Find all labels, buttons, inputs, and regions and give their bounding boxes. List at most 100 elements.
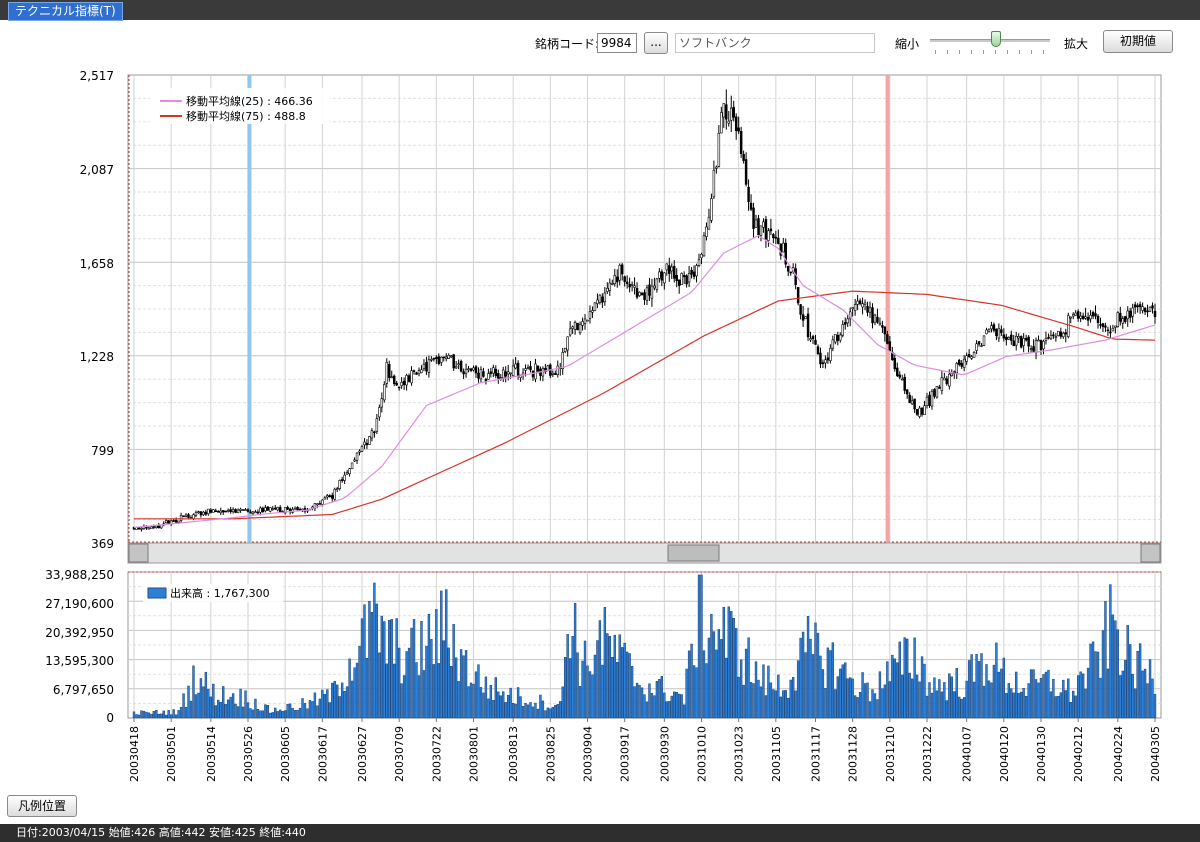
volume-bar — [1141, 670, 1144, 719]
volume-bar — [596, 640, 599, 719]
volume-bar — [529, 702, 532, 719]
volume-bar — [1106, 668, 1110, 719]
volume-bar — [655, 681, 659, 719]
candle — [1054, 333, 1058, 342]
volume-bar — [467, 686, 470, 719]
volume-bar — [288, 703, 292, 719]
volume-bar — [397, 647, 401, 719]
volume-bar — [945, 700, 949, 719]
volume-bar — [370, 611, 374, 719]
volume-bar — [472, 683, 475, 719]
scroll-thumb[interactable] — [667, 544, 720, 562]
candle — [732, 100, 735, 122]
x-tick-label: 20031010 — [695, 726, 708, 782]
volume-bar — [985, 664, 988, 719]
volume-bar — [970, 654, 973, 719]
legend-position-button[interactable]: 凡例位置 — [7, 795, 77, 817]
zoom-slider-track[interactable] — [930, 39, 1050, 42]
price-ytick: 799 — [91, 444, 114, 458]
volume-bar — [940, 691, 944, 719]
candle — [930, 389, 934, 410]
volume-bar — [586, 665, 589, 719]
volume-bar — [402, 675, 406, 719]
volume-bar — [212, 683, 215, 719]
x-tick-label: 20030514 — [205, 726, 218, 782]
volume-bar — [536, 708, 540, 719]
candle — [680, 272, 683, 286]
candle — [685, 274, 688, 288]
volume-bar — [794, 690, 797, 719]
volume-bar — [521, 706, 525, 719]
volume-bar — [484, 676, 488, 719]
candle — [710, 193, 713, 224]
volume-bar — [400, 683, 403, 719]
scroll-right-button[interactable] — [1140, 543, 1161, 563]
scroll-left-button[interactable] — [128, 543, 149, 563]
volume-bar — [509, 687, 512, 719]
volume-bar — [616, 661, 619, 719]
volume-bar — [568, 658, 572, 719]
candle — [796, 286, 800, 306]
candle — [417, 367, 421, 377]
horizontal-scrollbar[interactable] — [127, 542, 1162, 564]
volume-bar — [933, 677, 936, 719]
candle — [226, 508, 230, 513]
price-ytick: 1,658 — [80, 257, 114, 271]
volume-bar — [744, 648, 748, 719]
candle — [863, 299, 867, 311]
candle — [1124, 315, 1127, 324]
candle — [861, 297, 864, 315]
volume-bar — [383, 621, 386, 719]
volume-bar — [591, 674, 594, 719]
volume-bar — [923, 663, 926, 719]
candle — [846, 315, 849, 327]
stock-code-input[interactable]: 9984 — [597, 33, 637, 53]
volume-bar — [806, 615, 810, 719]
volume-bar — [405, 651, 408, 719]
volume-bar — [692, 665, 696, 719]
candle — [744, 152, 748, 187]
volume-bar — [323, 694, 327, 719]
volume-bar — [259, 710, 262, 719]
volume-bar — [363, 604, 366, 719]
candle — [1024, 334, 1028, 342]
reset-button[interactable]: 初期値 — [1103, 30, 1173, 53]
zoom-slider-thumb[interactable] — [991, 31, 1001, 47]
volume-bar — [816, 632, 820, 719]
volume-bar — [663, 692, 666, 719]
candle — [323, 496, 327, 500]
candle — [957, 358, 961, 367]
x-tick-label: 20030930 — [658, 726, 671, 782]
candle — [1022, 333, 1025, 353]
candle — [824, 355, 827, 369]
candle — [447, 353, 450, 359]
volume-bar — [905, 638, 909, 719]
candle — [1027, 335, 1030, 353]
x-tick-label: 20040224 — [1112, 726, 1125, 782]
volume-bar — [603, 607, 607, 719]
candle — [668, 257, 671, 282]
tab-technical-indicators[interactable]: テクニカル指標(T) — [8, 2, 123, 21]
volume-bar — [373, 582, 376, 719]
candle — [940, 370, 944, 395]
candle — [762, 218, 765, 233]
candle — [405, 373, 408, 391]
volume-bar — [898, 641, 901, 719]
candle — [625, 275, 629, 289]
candle — [1126, 306, 1129, 327]
candle — [1005, 333, 1008, 346]
volume-bar — [712, 631, 716, 719]
candle — [440, 356, 443, 367]
volume-bar — [152, 711, 156, 719]
volume-bar — [903, 637, 906, 719]
volume-bar — [326, 689, 329, 719]
candle — [239, 507, 242, 513]
candle — [596, 293, 599, 309]
volume-bar — [695, 667, 698, 719]
volume-bar — [675, 692, 678, 719]
candle — [640, 291, 644, 296]
x-tick-label: 20040130 — [1035, 726, 1048, 782]
browse-button[interactable]: ... — [644, 32, 668, 54]
volume-bar — [836, 676, 839, 719]
volume-bar — [306, 708, 309, 719]
